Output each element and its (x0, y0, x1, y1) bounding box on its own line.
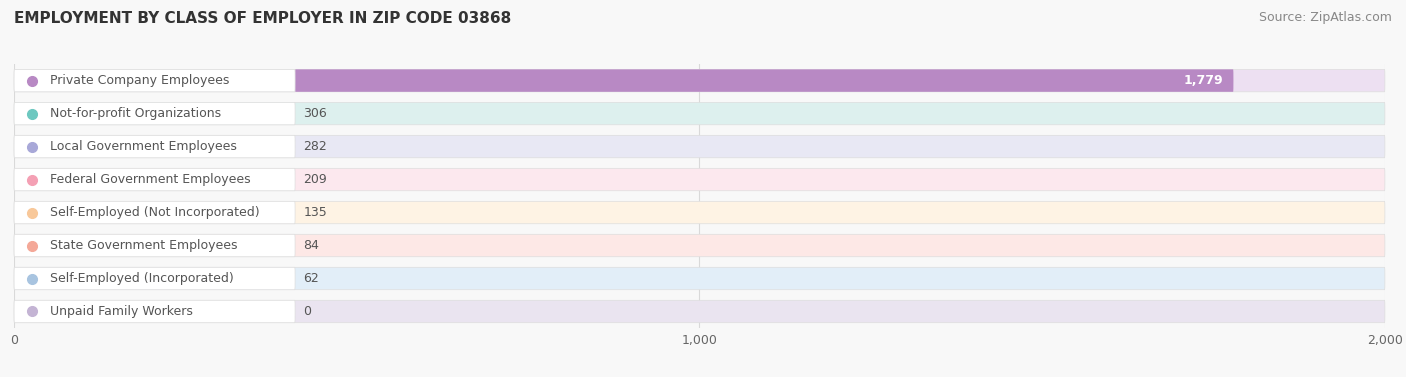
FancyBboxPatch shape (14, 234, 295, 257)
Text: Self-Employed (Not Incorporated): Self-Employed (Not Incorporated) (49, 206, 259, 219)
FancyBboxPatch shape (14, 169, 295, 191)
Text: Local Government Employees: Local Government Employees (49, 140, 236, 153)
Text: Unpaid Family Workers: Unpaid Family Workers (49, 305, 193, 318)
Text: Self-Employed (Incorporated): Self-Employed (Incorporated) (49, 272, 233, 285)
Text: 282: 282 (304, 140, 328, 153)
Text: 62: 62 (304, 272, 319, 285)
FancyBboxPatch shape (14, 201, 295, 224)
FancyBboxPatch shape (14, 201, 1385, 224)
FancyBboxPatch shape (14, 69, 1385, 92)
Text: State Government Employees: State Government Employees (49, 239, 238, 252)
FancyBboxPatch shape (14, 267, 1385, 290)
Text: Source: ZipAtlas.com: Source: ZipAtlas.com (1258, 11, 1392, 24)
Text: 0: 0 (304, 305, 311, 318)
FancyBboxPatch shape (14, 169, 1385, 191)
FancyBboxPatch shape (14, 300, 1385, 323)
Text: 84: 84 (304, 239, 319, 252)
Text: 135: 135 (304, 206, 328, 219)
Text: EMPLOYMENT BY CLASS OF EMPLOYER IN ZIP CODE 03868: EMPLOYMENT BY CLASS OF EMPLOYER IN ZIP C… (14, 11, 512, 26)
Text: Not-for-profit Organizations: Not-for-profit Organizations (49, 107, 221, 120)
FancyBboxPatch shape (14, 267, 295, 290)
Text: Private Company Employees: Private Company Employees (49, 74, 229, 87)
FancyBboxPatch shape (14, 69, 295, 92)
FancyBboxPatch shape (14, 135, 295, 158)
FancyBboxPatch shape (14, 103, 1385, 125)
Text: 209: 209 (304, 173, 328, 186)
Text: Federal Government Employees: Federal Government Employees (49, 173, 250, 186)
Text: 1,779: 1,779 (1184, 74, 1223, 87)
FancyBboxPatch shape (14, 135, 1385, 158)
FancyBboxPatch shape (14, 103, 295, 125)
FancyBboxPatch shape (14, 300, 295, 323)
FancyBboxPatch shape (14, 234, 1385, 257)
FancyBboxPatch shape (295, 69, 1233, 92)
Text: 306: 306 (304, 107, 328, 120)
